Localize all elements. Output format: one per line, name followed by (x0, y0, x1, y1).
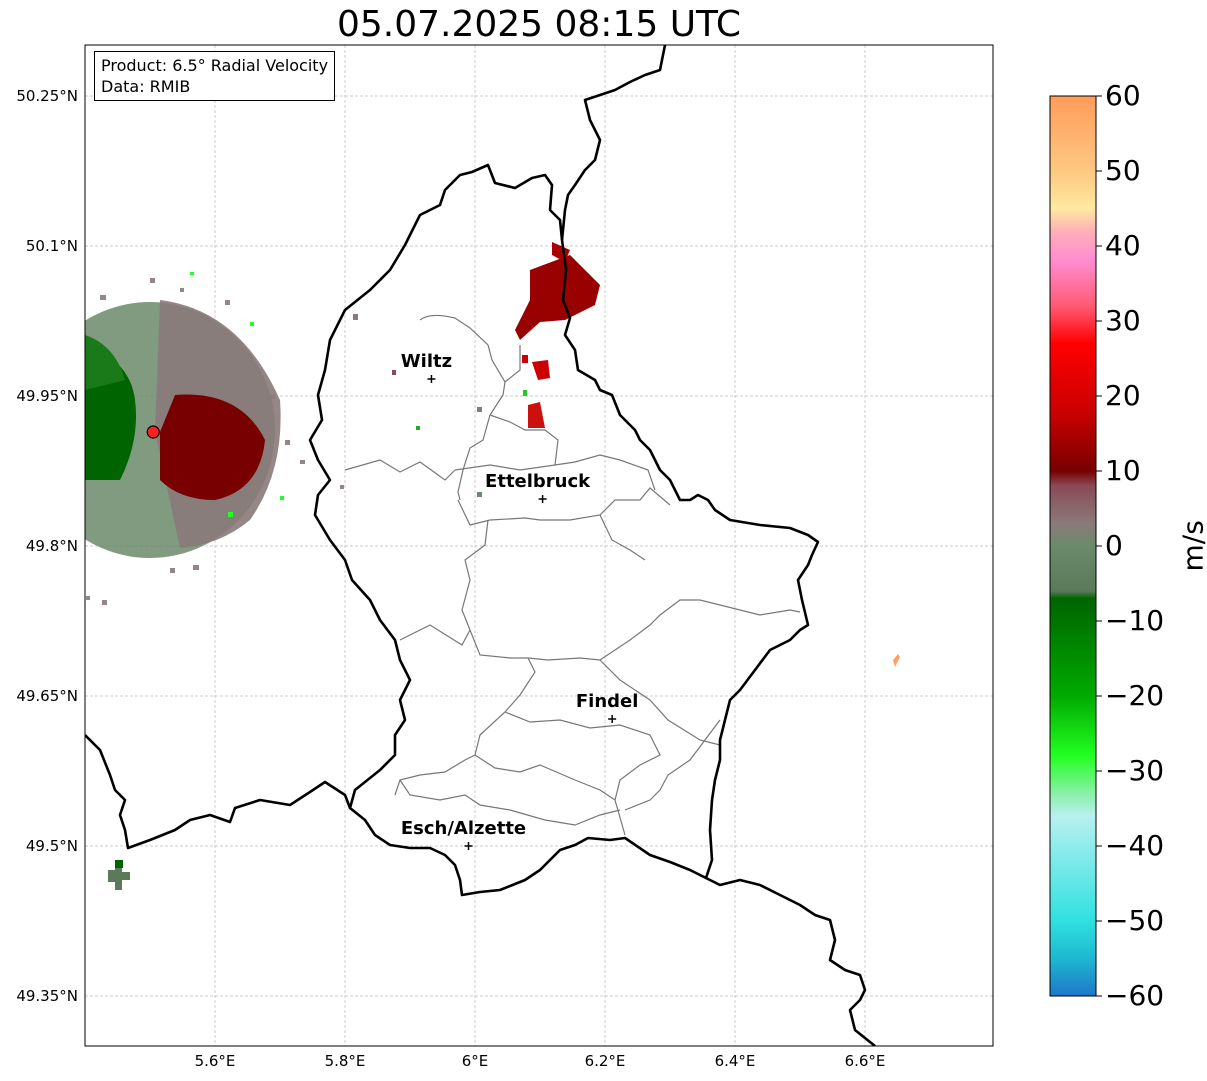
map-title: 05.07.2025 08:15 UTC (336, 4, 742, 45)
lat-tick-label: 49.35°N (16, 987, 78, 1005)
lat-tick-label: 50.25°N (16, 87, 78, 105)
colorbar-ticks (1096, 95, 1102, 997)
colorbar-fill (1050, 96, 1096, 996)
product-info-box: Product: 6.5° Radial Velocity Data: RMIB (94, 51, 336, 101)
city-marker (608, 715, 617, 723)
radar-site-marker (146, 425, 160, 439)
lat-tick-label: 49.5°N (25, 837, 78, 855)
city-markers (427, 375, 617, 850)
lon-tick-label: 5.6°E (194, 1052, 236, 1070)
colorbar-tick-label: −50 (1105, 904, 1165, 937)
colorbar-tick-label: −30 (1105, 754, 1165, 787)
lat-tick-label: 50.1°N (25, 237, 78, 255)
city-label: Wiltz (400, 351, 453, 372)
colorbar-tick-label: −40 (1105, 829, 1165, 862)
map-content (85, 45, 900, 1046)
colorbar-tick-label: 50 (1105, 154, 1141, 187)
colorbar-tick-label: 10 (1105, 454, 1141, 487)
city-label: Ettelbruck (485, 471, 591, 492)
city-marker (538, 495, 547, 503)
city-marker (427, 375, 436, 383)
radar-echo-misc (108, 314, 900, 890)
city-marker (464, 842, 473, 850)
radar-echo-north-east (515, 242, 600, 428)
colorbar-tick-label: −10 (1105, 604, 1165, 637)
lon-tick-label: 6.6°E (844, 1052, 886, 1070)
national-borders (85, 45, 876, 1046)
germany-france-border (705, 876, 876, 1046)
belgium-france-border (85, 734, 352, 850)
luxembourg-border (308, 163, 820, 897)
colorbar-tick-label: 40 (1105, 229, 1141, 262)
colorbar-unit-label: m/s (1176, 520, 1207, 572)
colorbar-tick-label: 30 (1105, 304, 1141, 337)
lat-tick-label: 49.95°N (16, 387, 78, 405)
city-label: Findel (575, 691, 639, 712)
colorbar-tick-label: −20 (1105, 679, 1165, 712)
lon-tick-label: 5.8°E (324, 1052, 366, 1070)
colorbar-tick-label: 20 (1105, 379, 1141, 412)
canton-borders (344, 314, 801, 836)
lat-tick-label: 49.65°N (16, 687, 78, 705)
colorbar-tick-label: 0 (1105, 529, 1123, 562)
lat-tick-label: 49.8°N (25, 537, 78, 555)
product-label: Product: 6.5° Radial Velocity (101, 56, 329, 75)
radar-echo-west (85, 272, 344, 605)
lon-tick-label: 6.2°E (584, 1052, 626, 1070)
data-source-label: Data: RMIB (101, 77, 191, 96)
colorbar-tick-label: 60 (1105, 79, 1141, 112)
germany-belgium-border (560, 45, 667, 241)
map-gridlines (85, 45, 993, 1046)
lon-tick-label: 6°E (461, 1052, 489, 1070)
colorbar (1049, 95, 1102, 997)
lon-tick-label: 6.4°E (714, 1052, 756, 1070)
city-label: Esch/Alzette (400, 818, 527, 839)
map-frame (84, 44, 994, 1047)
colorbar-tick-label: −60 (1105, 979, 1165, 1012)
